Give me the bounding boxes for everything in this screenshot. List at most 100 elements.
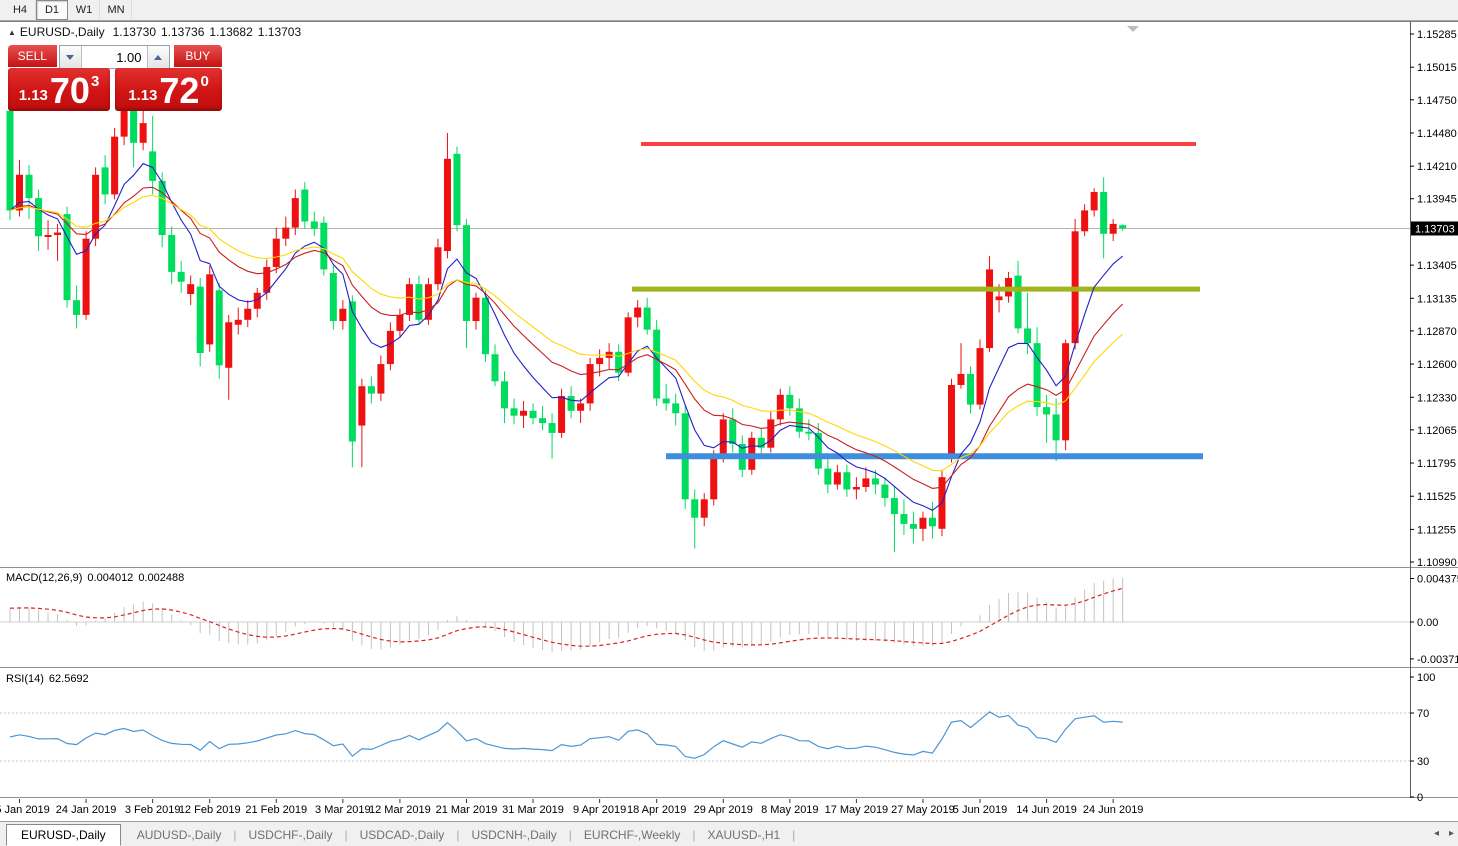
svg-text:1.12870: 1.12870 [1417,326,1457,338]
svg-text:1.12065: 1.12065 [1417,425,1457,437]
macd-histogram [9,578,1124,653]
svg-text:0: 0 [1417,792,1423,804]
rsi-name: RSI(14) [6,673,44,685]
buy-price-prefix: 1.13 [128,87,158,104]
tab-usdchf-daily[interactable]: USDCHF-,Daily [248,828,333,842]
svg-text:1.12600: 1.12600 [1417,359,1457,371]
scroll-right-icon[interactable]: ▸ [1448,828,1454,839]
sell-price-pip: 3 [90,73,100,90]
sell-price-big: 70 [49,70,90,111]
tab-usdcad-daily[interactable]: USDCAD-,Daily [359,828,445,842]
svg-text:70: 70 [1417,708,1429,720]
svg-text:1.11525: 1.11525 [1417,491,1456,503]
timeframe-button-h4[interactable]: H4 [4,0,36,20]
svg-text:1.14210: 1.14210 [1417,161,1457,173]
tab-separator: | [692,828,696,842]
chart-shift-icon[interactable] [1127,26,1139,32]
tab-eurchf-weekly[interactable]: EURCHF-,Weekly [583,828,681,842]
rsi-line [9,711,1123,759]
ohlc-low: 1.13682 [209,25,253,39]
svg-text:1.11255: 1.11255 [1417,524,1456,536]
svg-text:1.13945: 1.13945 [1417,194,1457,206]
macd-label: MACD(12,26,9) 0.004012 0.002488 [6,572,189,584]
svg-text:1.15015: 1.15015 [1417,62,1457,74]
rsi-axis: 100 70 30 0 [1410,672,1435,804]
tab-eurusd-daily[interactable]: EURUSD-,Daily [6,824,121,846]
svg-text:100: 100 [1417,672,1435,684]
svg-text:24 Jun 2019: 24 Jun 2019 [1083,804,1144,816]
current-price-tag: 1.13703 [1411,221,1458,236]
macd-value-signal: 0.002488 [138,572,185,584]
tab-xauusd-h1[interactable]: XAUUSD-,H1 [707,828,781,842]
chart-window: 1.15285 1.15015 1.14750 1.14480 1.14210 1.139… [0,21,1458,821]
svg-text:0.004375: 0.004375 [1417,573,1458,585]
svg-text:1.13135: 1.13135 [1417,293,1457,305]
svg-text:3 Feb 2019: 3 Feb 2019 [125,804,181,816]
arrow-up-icon [154,54,162,60]
macd-name: MACD(12,26,9) [6,572,83,584]
ohlc-high: 1.13736 [161,25,205,39]
tab-usdcnh-daily[interactable]: USDCNH-,Daily [471,828,557,842]
svg-text:1.14480: 1.14480 [1417,128,1457,140]
scroll-left-icon[interactable]: ◂ [1433,828,1439,839]
svg-text:31 Mar 2019: 31 Mar 2019 [502,804,564,816]
sell-price-prefix: 1.13 [18,87,48,104]
sell-button[interactable]: SELL [8,45,57,67]
volume-increase-button[interactable] [146,46,169,68]
svg-text:-0.00371: -0.00371 [1417,654,1458,666]
ohlc-open: 1.13730 [112,25,156,39]
tab-separator: | [568,828,572,842]
tab-audusd-daily[interactable]: AUDUSD-,Daily [136,828,222,842]
buy-price-display[interactable]: 1.13 72 0 [115,68,222,111]
svg-text:12 Feb 2019: 12 Feb 2019 [179,804,241,816]
svg-text:17 May 2019: 17 May 2019 [825,804,889,816]
svg-text:30: 30 [1417,756,1429,768]
svg-text:24 Jan 2019: 24 Jan 2019 [56,804,117,816]
svg-text:1.10990: 1.10990 [1417,557,1457,569]
tab-separator: | [792,828,796,842]
ma-line-8 [9,162,1124,511]
volume-input[interactable] [81,46,147,68]
timeframe-toolbar: H4 D1 W1 MN [0,0,1458,21]
svg-text:14 Jun 2019: 14 Jun 2019 [1016,804,1077,816]
price-chart[interactable]: 1.152851.150151.147501.144801.142101.139… [0,22,1458,821]
chart-info-line: ▲ EURUSD-,Daily 1.13730 1.13736 1.13682 1.137… [8,25,306,39]
svg-text:1.11795: 1.11795 [1417,458,1456,470]
arrow-down-icon [66,54,74,60]
svg-text:0.00: 0.00 [1417,617,1438,629]
svg-text:21 Feb 2019: 21 Feb 2019 [245,804,307,816]
tab-separator: | [344,828,348,842]
svg-text:12 Mar 2019: 12 Mar 2019 [369,804,431,816]
volume-decrease-button[interactable] [59,46,82,68]
volume-spinner [58,45,170,69]
sell-price-display[interactable]: 1.13 70 3 [8,68,110,111]
timeframe-button-mn[interactable]: MN [100,0,132,20]
candlestick-series [6,83,1127,553]
macd-value-main: 0.004012 [87,572,134,584]
timeframe-button-w1[interactable]: W1 [68,0,100,20]
macd-signal-line [9,587,1123,647]
tab-separator: | [456,828,460,842]
svg-text:3 Mar 2019: 3 Mar 2019 [315,804,371,816]
macd-axis: 0.004375 0.00 -0.00371 [1410,573,1458,666]
buy-price-pip: 0 [200,73,209,90]
ma-line-17 [9,186,1124,489]
chart-symbol-label: EURUSD-,Daily [19,25,105,39]
svg-text:8 May 2019: 8 May 2019 [761,804,818,816]
svg-text:5 Jun 2019: 5 Jun 2019 [953,804,1007,816]
chart-tab-bar: EURUSD-,Daily AUDUSD-,Daily | USDCHF-,Daily… [0,821,1458,846]
buy-price-big: 72 [159,70,200,111]
timeframe-button-d1[interactable]: D1 [36,0,68,20]
svg-text:27 May 2019: 27 May 2019 [891,804,955,816]
rsi-value: 62.5692 [48,673,89,685]
buy-button[interactable]: BUY [173,45,222,67]
svg-text:1.13703: 1.13703 [1415,223,1455,235]
rsi-label: RSI(14) 62.5692 [6,673,94,685]
ohlc-close: 1.13703 [257,25,302,39]
collapse-icon[interactable]: ▲ [8,28,16,37]
price-axis: 1.15285 1.15015 1.14750 1.14480 1.14210 1.139… [1410,22,1457,798]
svg-text:9 Apr 2019: 9 Apr 2019 [573,804,626,816]
svg-text:1.14750: 1.14750 [1417,95,1457,107]
